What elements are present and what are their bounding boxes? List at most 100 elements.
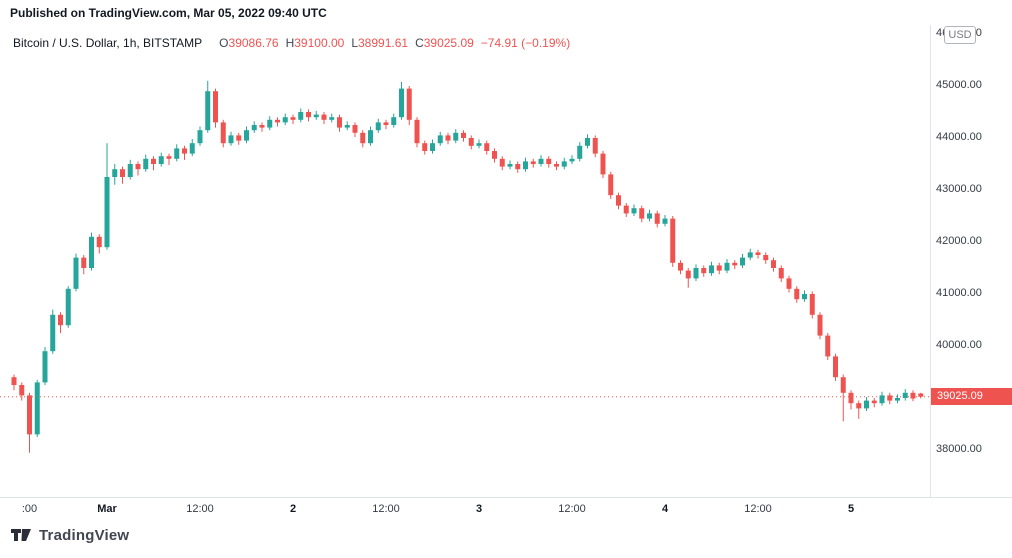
candle-body: [809, 294, 815, 315]
candle-body: [174, 148, 180, 159]
candle-body: [189, 143, 195, 154]
candle-body: [848, 392, 854, 404]
candle-body: [763, 255, 769, 261]
candle-body: [592, 138, 598, 154]
candle-body: [414, 119, 420, 144]
candle-body: [406, 88, 412, 120]
legend-symbol: Bitcoin / U.S. Dollar, 1h, BITSTAMP: [13, 36, 203, 50]
candle-body: [391, 117, 397, 125]
candle-body: [313, 114, 319, 118]
time-axis-label: 3: [475, 503, 483, 515]
last-price-badge: 39025.09: [931, 387, 1012, 405]
footer-brand: TradingView: [10, 525, 129, 545]
candle-body: [740, 257, 745, 266]
candle-body: [608, 174, 614, 196]
candle-body: [50, 314, 56, 352]
time-axis-label: :00: [21, 503, 38, 515]
candle-body: [430, 143, 435, 151]
candle-body: [492, 151, 497, 159]
candle-body: [499, 158, 505, 167]
time-axis-label: 12:00: [186, 503, 214, 515]
legend-ohlc-value: 39025.09: [423, 36, 474, 50]
candle-body: [647, 213, 652, 219]
candle-body: [329, 117, 335, 120]
candle-body: [42, 351, 48, 383]
time-axis-label: 12:00: [744, 503, 772, 515]
candle-body: [654, 213, 660, 224]
candle-body: [259, 125, 265, 128]
candle-body: [693, 268, 699, 279]
candle-body: [515, 164, 521, 170]
price-axis-label: 44000.00: [936, 131, 982, 143]
candle-body: [716, 265, 722, 271]
candle-body: [445, 135, 451, 141]
candle-body: [360, 132, 366, 144]
candle-body: [724, 262, 730, 271]
candle-body: [182, 148, 187, 154]
candle-body: [569, 158, 575, 162]
candle-body: [197, 130, 203, 144]
candle-body: [368, 130, 373, 144]
candle-body: [685, 270, 691, 279]
legend-ohlc-value: 39100.00: [294, 36, 345, 50]
candle-body: [530, 161, 536, 164]
candle-body: [96, 236, 102, 248]
candle-body: [639, 208, 645, 219]
candle-body: [298, 112, 304, 120]
candle-body: [662, 218, 668, 224]
candle-body: [616, 195, 621, 206]
time-axis-label: 5: [847, 503, 855, 515]
candle-body: [352, 125, 358, 133]
candle-body: [585, 138, 590, 146]
price-axis-label: 40000.00: [936, 339, 982, 351]
candle-body: [523, 161, 528, 170]
price-axis-label: 38000.00: [936, 443, 982, 455]
candle-body: [840, 377, 846, 393]
legend-ohlc-value: 39086.76: [228, 36, 279, 50]
candle-body: [600, 153, 606, 175]
candle-body: [205, 91, 211, 131]
candle-body: [825, 335, 831, 357]
candle-body: [306, 112, 311, 118]
candle-body: [321, 114, 327, 120]
candle-body: [817, 314, 823, 336]
candle-body: [120, 169, 125, 177]
candle-body: [755, 252, 761, 255]
candle-body: [902, 392, 908, 398]
candle-body: [538, 158, 544, 164]
candle-body: [244, 130, 249, 141]
candle-body: [678, 262, 683, 271]
candle-body: [290, 117, 296, 120]
candle-body: [135, 164, 141, 170]
candle-body: [871, 400, 877, 404]
candle-body: [422, 143, 428, 151]
candle-body: [375, 122, 381, 131]
candle-body: [895, 398, 900, 401]
candle-body: [577, 145, 583, 159]
candle-body: [19, 385, 25, 396]
price-axis-label: 43000.00: [936, 183, 982, 195]
price-axis-label: 45000.00: [936, 79, 982, 91]
time-axis-label: 2: [289, 503, 297, 515]
candle-body: [554, 164, 559, 167]
time-axis-label: 12:00: [558, 503, 586, 515]
candle-body: [507, 164, 513, 167]
candle-body: [879, 395, 885, 404]
candle-body: [802, 294, 807, 300]
candle-body: [151, 158, 156, 164]
candle-body: [58, 314, 63, 326]
candle-body: [213, 91, 218, 123]
currency-badge: USD: [944, 26, 976, 44]
candle-body: [236, 135, 242, 141]
legend-ohlc: O39086.76 H39100.00 L38991.61 C39025.09: [212, 36, 474, 50]
candle-body: [11, 377, 17, 385]
time-axis-label: 4: [661, 503, 669, 515]
candle-body: [220, 122, 226, 144]
legend-ohlc-key: C: [415, 36, 424, 50]
candle-body: [461, 132, 466, 138]
published-caption: Published on TradingView.com, Mar 05, 20…: [10, 6, 327, 20]
candle-body: [228, 135, 234, 144]
candle-body: [747, 252, 753, 258]
candle-body: [453, 132, 459, 141]
